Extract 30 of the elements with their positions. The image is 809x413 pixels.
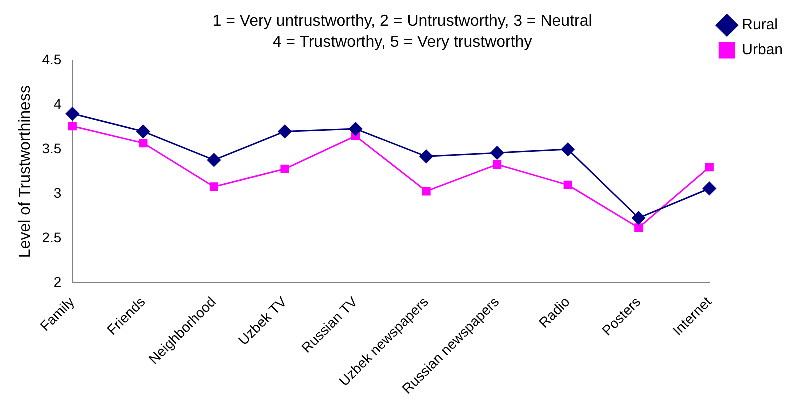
point — [68, 122, 77, 131]
y-tick-label: 2 — [54, 274, 62, 290]
legend-label: Urban — [742, 42, 784, 59]
point — [702, 182, 716, 196]
point — [493, 160, 502, 169]
point — [280, 164, 290, 174]
y-tick-label: 3 — [54, 184, 62, 201]
point — [632, 211, 646, 225]
point — [66, 107, 80, 121]
chart-title: 1 = Very untrustworthy, 2 = Untrustworthy, 3 = Neutral — [212, 13, 592, 30]
y-axis-title: Level of Trustworthiness — [17, 86, 34, 258]
point — [278, 124, 292, 138]
point — [561, 142, 575, 156]
point — [422, 187, 431, 196]
chart-subtitle: 4 = Trustworthy, 5 = Very trustworthy — [272, 34, 532, 52]
point — [705, 163, 714, 172]
point — [207, 153, 221, 167]
legend-label: Rural — [742, 16, 778, 34]
point — [634, 224, 644, 232]
y-tick-label: 4.5 — [42, 51, 62, 68]
point — [420, 150, 434, 164]
point — [349, 122, 363, 136]
point — [139, 139, 148, 148]
point — [564, 180, 572, 190]
y-tick-label: 2.5 — [42, 230, 62, 246]
y-tick-label: 3.5 — [42, 140, 62, 156]
point — [490, 146, 504, 160]
point — [136, 124, 150, 138]
y-tick-label: 4 — [54, 96, 62, 112]
point — [210, 182, 218, 192]
